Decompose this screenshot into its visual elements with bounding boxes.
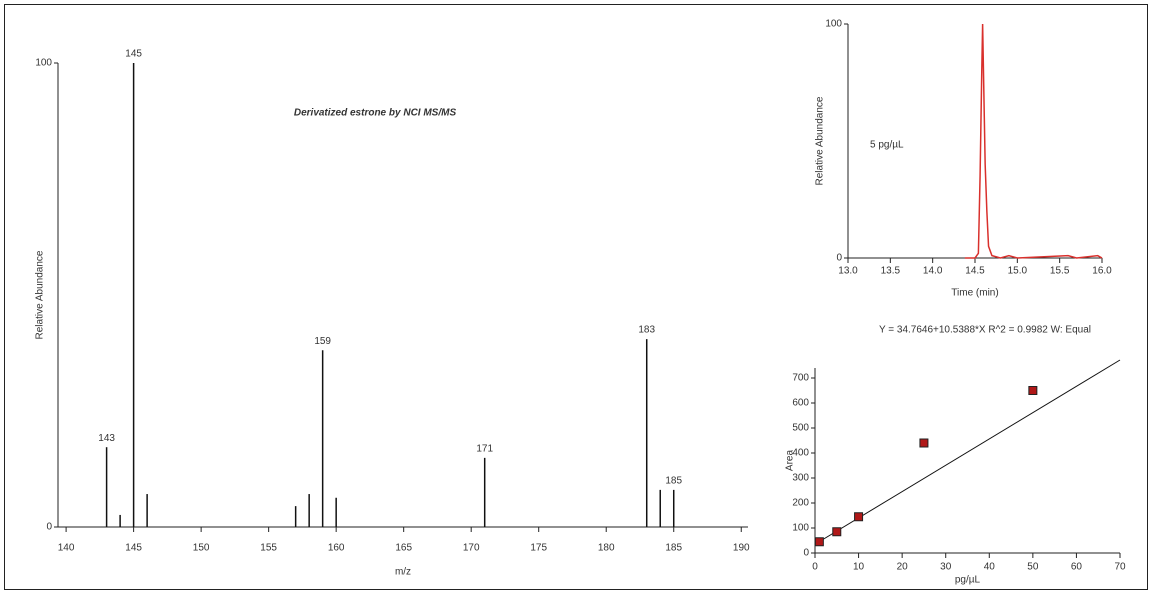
peak-label: 145 bbox=[125, 49, 142, 60]
x-tick-label: 175 bbox=[530, 543, 547, 554]
x-tick-label: 185 bbox=[665, 543, 682, 554]
point bbox=[854, 512, 864, 522]
peak-label: 171 bbox=[476, 444, 493, 455]
chart-title: Derivatized estrone by NCI MS/MS bbox=[294, 108, 457, 119]
y-tick-label: 200 bbox=[792, 498, 809, 509]
x-tick-label: 13.0 bbox=[838, 266, 858, 277]
x-tick-label: 170 bbox=[463, 543, 480, 554]
x-tick-label: 15.0 bbox=[1008, 266, 1028, 277]
point bbox=[832, 527, 842, 537]
y-tick-label: 100 bbox=[35, 58, 52, 69]
y-axis-label: Relative Abundance bbox=[815, 96, 826, 185]
x-tick-label: 50 bbox=[1027, 562, 1039, 573]
x-tick-label: 140 bbox=[58, 543, 75, 554]
y-tick-label: 0 bbox=[803, 548, 809, 559]
x-tick-label: 20 bbox=[897, 562, 909, 573]
x-tick-label: 30 bbox=[940, 562, 952, 573]
x-tick-label: 190 bbox=[733, 543, 750, 554]
x-axis-label: Time (min) bbox=[951, 288, 998, 299]
peak-label: 183 bbox=[638, 325, 655, 336]
peak-label: 159 bbox=[314, 336, 331, 347]
x-tick-label: 16.0 bbox=[1092, 266, 1112, 277]
x-axis-label: pg/µL bbox=[955, 575, 981, 586]
y-tick-label: 400 bbox=[792, 448, 809, 459]
y-tick-label: 0 bbox=[836, 253, 842, 264]
x-tick-label: 40 bbox=[984, 562, 996, 573]
x-tick-label: 13.5 bbox=[881, 266, 901, 277]
point bbox=[1028, 386, 1038, 395]
y-axis-label: Area bbox=[785, 450, 796, 472]
x-tick-label: 160 bbox=[328, 543, 345, 554]
chart-title: Y = 34.7646+10.5388*X R^2 = 0.9982 W: Eq… bbox=[879, 325, 1091, 336]
y-axis-label: Relative Abundance bbox=[35, 250, 46, 339]
x-tick-label: 14.0 bbox=[923, 266, 943, 277]
point bbox=[814, 537, 824, 547]
x-tick-label: 150 bbox=[193, 543, 210, 554]
x-axis-label: m/z bbox=[395, 567, 411, 578]
x-tick-label: 0 bbox=[812, 562, 818, 573]
x-tick-label: 155 bbox=[260, 543, 277, 554]
y-tick-label: 100 bbox=[792, 523, 809, 534]
y-tick-label: 500 bbox=[792, 423, 809, 434]
x-tick-label: 14.5 bbox=[965, 266, 985, 277]
x-tick-label: 165 bbox=[395, 543, 412, 554]
y-tick-label: 700 bbox=[792, 373, 809, 384]
peak-label: 185 bbox=[665, 476, 682, 487]
x-tick-label: 10 bbox=[853, 562, 865, 573]
point bbox=[919, 438, 929, 448]
fit-line bbox=[814, 359, 1121, 545]
annotation: 5 pg/µL bbox=[870, 140, 904, 151]
x-tick-label: 15.5 bbox=[1050, 266, 1070, 277]
y-tick-label: 0 bbox=[46, 522, 52, 533]
trace bbox=[964, 23, 1103, 259]
x-tick-label: 180 bbox=[598, 543, 615, 554]
y-tick-label: 300 bbox=[792, 473, 809, 484]
x-tick-label: 145 bbox=[125, 543, 142, 554]
x-tick-label: 60 bbox=[1071, 562, 1083, 573]
y-tick-label: 600 bbox=[792, 398, 809, 409]
peak-label: 143 bbox=[98, 433, 115, 444]
x-tick-label: 70 bbox=[1114, 562, 1126, 573]
y-tick-label: 100 bbox=[825, 19, 842, 30]
frame bbox=[4, 4, 1148, 590]
